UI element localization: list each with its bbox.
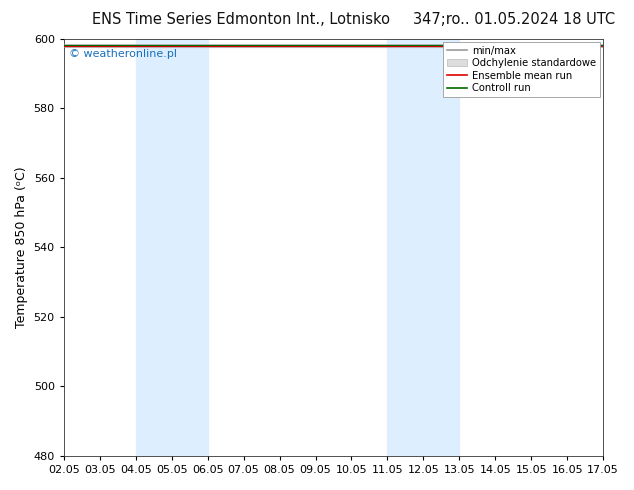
Text: 347;ro.. 01.05.2024 18 UTC: 347;ro.. 01.05.2024 18 UTC <box>413 12 615 27</box>
Y-axis label: Temperature 850 hPa (ᵒC): Temperature 850 hPa (ᵒC) <box>15 167 28 328</box>
Legend: min/max, Odchylenie standardowe, Ensemble mean run, Controll run: min/max, Odchylenie standardowe, Ensembl… <box>443 42 600 97</box>
Text: ENS Time Series Edmonton Int., Lotnisko: ENS Time Series Edmonton Int., Lotnisko <box>92 12 390 27</box>
Bar <box>387 39 459 456</box>
Text: © weatheronline.pl: © weatheronline.pl <box>69 49 178 59</box>
Bar <box>136 39 208 456</box>
